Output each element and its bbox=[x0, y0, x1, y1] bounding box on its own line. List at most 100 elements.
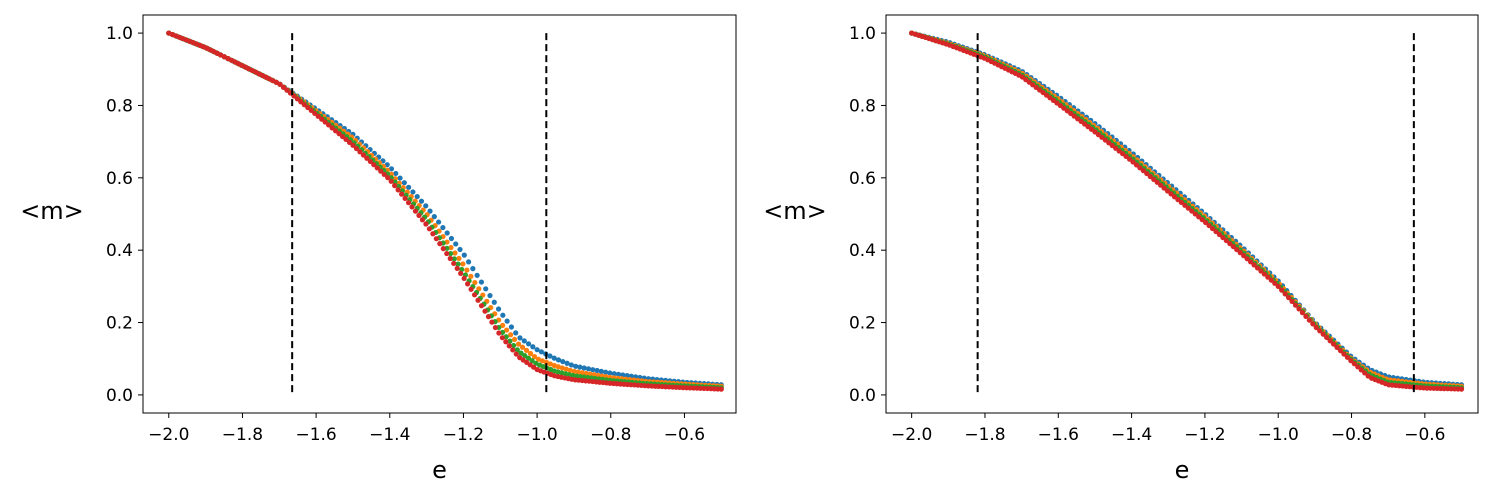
data-point bbox=[448, 235, 455, 242]
data-point bbox=[388, 178, 394, 184]
data-point bbox=[510, 347, 516, 353]
data-point bbox=[519, 344, 526, 350]
plot-frame bbox=[142, 14, 737, 414]
data-point bbox=[1140, 168, 1146, 174]
data-point bbox=[448, 244, 454, 251]
data-point bbox=[459, 266, 465, 273]
x-tick-label: −1.2 bbox=[443, 425, 484, 445]
data-point bbox=[1234, 246, 1240, 253]
data-point bbox=[1206, 222, 1212, 229]
y-tick-label: 0.6 bbox=[106, 169, 133, 189]
data-point bbox=[298, 99, 304, 105]
data-point bbox=[371, 162, 377, 168]
data-point bbox=[538, 349, 544, 355]
data-point bbox=[405, 200, 412, 206]
data-point bbox=[521, 338, 527, 344]
data-point bbox=[418, 198, 425, 204]
data-point bbox=[461, 275, 467, 282]
data-point bbox=[332, 128, 339, 134]
data-point bbox=[388, 166, 395, 172]
data-point bbox=[1126, 156, 1133, 162]
data-point bbox=[397, 175, 403, 181]
data-point bbox=[470, 266, 476, 272]
y-axis-label: <m> bbox=[20, 197, 84, 225]
data-point bbox=[360, 152, 366, 158]
data-point bbox=[1154, 179, 1160, 185]
data-point bbox=[500, 312, 506, 318]
data-point bbox=[530, 344, 536, 350]
data-point bbox=[1213, 228, 1219, 235]
data-point bbox=[503, 339, 509, 345]
data-point bbox=[410, 189, 416, 195]
x-tick-label: −0.6 bbox=[664, 425, 705, 445]
data-point bbox=[1220, 234, 1226, 241]
data-point bbox=[472, 279, 478, 286]
data-point bbox=[1151, 176, 1157, 182]
data-point bbox=[308, 107, 314, 114]
data-point bbox=[1296, 306, 1302, 312]
data-point bbox=[718, 386, 724, 392]
data-point bbox=[507, 338, 513, 344]
series-2 bbox=[166, 30, 724, 389]
data-point bbox=[1303, 313, 1309, 319]
data-point bbox=[1334, 344, 1340, 350]
data-point bbox=[1227, 240, 1233, 247]
data-point bbox=[1244, 256, 1250, 262]
data-point bbox=[381, 171, 387, 178]
x-tick-label: −1.8 bbox=[964, 425, 1005, 445]
data-point bbox=[563, 366, 569, 372]
data-point bbox=[336, 131, 342, 137]
data-point bbox=[426, 226, 432, 232]
data-point bbox=[414, 193, 420, 200]
data-point bbox=[1351, 361, 1357, 367]
data-point bbox=[423, 203, 429, 209]
data-point bbox=[551, 362, 557, 369]
data-point bbox=[615, 371, 622, 377]
data-point bbox=[496, 330, 502, 336]
data-point bbox=[385, 175, 391, 181]
data-point bbox=[455, 261, 461, 267]
data-point bbox=[277, 81, 283, 87]
data-point bbox=[437, 241, 443, 247]
data-point bbox=[322, 119, 328, 125]
data-point bbox=[1137, 165, 1143, 171]
x-tick-label: −2.0 bbox=[148, 425, 189, 445]
data-point bbox=[547, 353, 553, 359]
y-tick-label: 0.2 bbox=[106, 314, 133, 334]
data-point bbox=[433, 236, 439, 242]
data-point bbox=[339, 133, 346, 140]
data-point bbox=[551, 355, 557, 361]
data-point bbox=[517, 335, 523, 341]
y-tick-label: 1.0 bbox=[849, 24, 876, 44]
data-point bbox=[495, 306, 502, 312]
y-tick-label: 0.4 bbox=[849, 241, 876, 261]
data-point bbox=[447, 250, 454, 257]
data-point bbox=[539, 358, 546, 364]
data-point bbox=[378, 168, 384, 174]
y-tick-label: 0.2 bbox=[849, 314, 876, 334]
data-point bbox=[547, 361, 553, 367]
data-point bbox=[294, 96, 300, 102]
data-point bbox=[581, 365, 587, 371]
series-1 bbox=[166, 30, 724, 388]
data-point bbox=[1282, 291, 1288, 297]
data-point bbox=[1310, 321, 1316, 327]
data-point bbox=[1237, 250, 1243, 256]
data-point bbox=[527, 350, 534, 357]
data-point bbox=[1272, 280, 1278, 286]
data-point bbox=[1348, 358, 1354, 364]
data-point bbox=[312, 110, 318, 116]
x-tick-label: −0.6 bbox=[1404, 425, 1445, 445]
data-point bbox=[1196, 214, 1202, 220]
x-tick-label: −1.2 bbox=[1184, 425, 1225, 445]
data-point bbox=[364, 155, 370, 161]
data-point bbox=[406, 184, 412, 190]
x-tick-label: −1.8 bbox=[222, 425, 263, 445]
data-point bbox=[1164, 188, 1171, 194]
data-point bbox=[1182, 202, 1188, 208]
data-point bbox=[357, 149, 363, 155]
data-point bbox=[1306, 317, 1312, 323]
data-point bbox=[478, 279, 485, 285]
x-tick-label: −1.4 bbox=[1111, 425, 1152, 445]
data-point bbox=[508, 324, 515, 330]
